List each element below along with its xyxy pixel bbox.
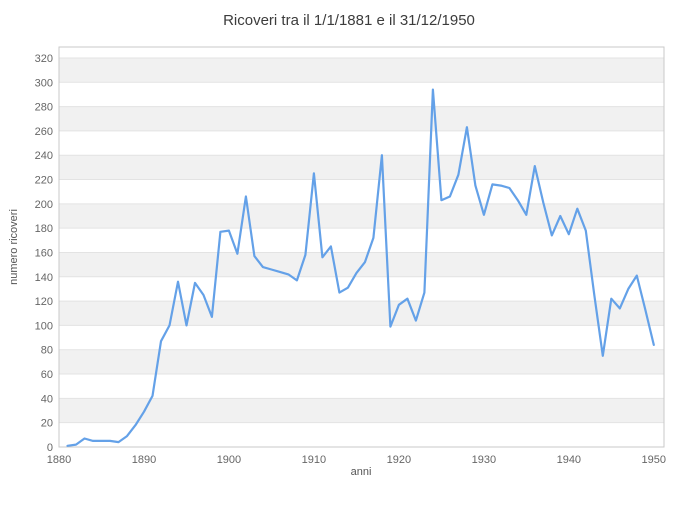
y-tick-label: 260 — [35, 126, 53, 138]
grid-band — [59, 349, 664, 375]
chart-title: Ricoveri tra il 1/1/1881 e il 31/12/1950 — [223, 12, 475, 29]
grid-band — [59, 203, 664, 229]
y-tick-label: 0 — [47, 442, 53, 454]
y-tick-label: 120 — [35, 296, 53, 308]
y-tick-label: 20 — [41, 418, 53, 430]
grid-band — [59, 57, 664, 83]
grid-band — [59, 106, 664, 131]
y-axis-title: numero ricoveri — [8, 209, 20, 285]
grid-band — [59, 252, 664, 277]
x-tick-label: 1890 — [132, 454, 156, 466]
y-tick-label: 220 — [35, 175, 53, 187]
x-axis-title: anni — [351, 466, 372, 478]
y-tick-label: 40 — [41, 393, 53, 405]
grid-band — [59, 155, 664, 180]
y-tick-label: 180 — [35, 223, 53, 235]
x-tick-label: 1880 — [47, 454, 71, 466]
plot-area: 0 20 40 60 80 100 120 140 160 180 200 220 240 260 280 3… — [35, 46, 666, 466]
x-tick-label: 1910 — [302, 454, 326, 466]
y-tick-label: 60 — [41, 369, 53, 381]
y-tick-label: 320 — [35, 53, 53, 65]
y-tick-label: 140 — [35, 272, 53, 284]
x-tick-label: 1900 — [217, 454, 241, 466]
y-tick-label: 300 — [35, 77, 53, 89]
grid-band — [59, 398, 664, 423]
y-tick-label: 240 — [35, 150, 53, 162]
x-tick-label: 1930 — [472, 454, 496, 466]
y-tick-label: 200 — [35, 199, 53, 211]
y-tick-label: 160 — [35, 247, 53, 259]
data-line-series — [66, 88, 655, 447]
y-tick-label: 100 — [35, 320, 53, 332]
x-tick-label: 1920 — [387, 454, 411, 466]
x-tick-label: 1940 — [557, 454, 581, 466]
y-tick-label: 80 — [41, 345, 53, 357]
grid-band — [59, 301, 664, 326]
x-tick-label: 1950 — [642, 454, 666, 466]
y-tick-label: 280 — [35, 102, 53, 114]
plot-border — [58, 46, 665, 448]
